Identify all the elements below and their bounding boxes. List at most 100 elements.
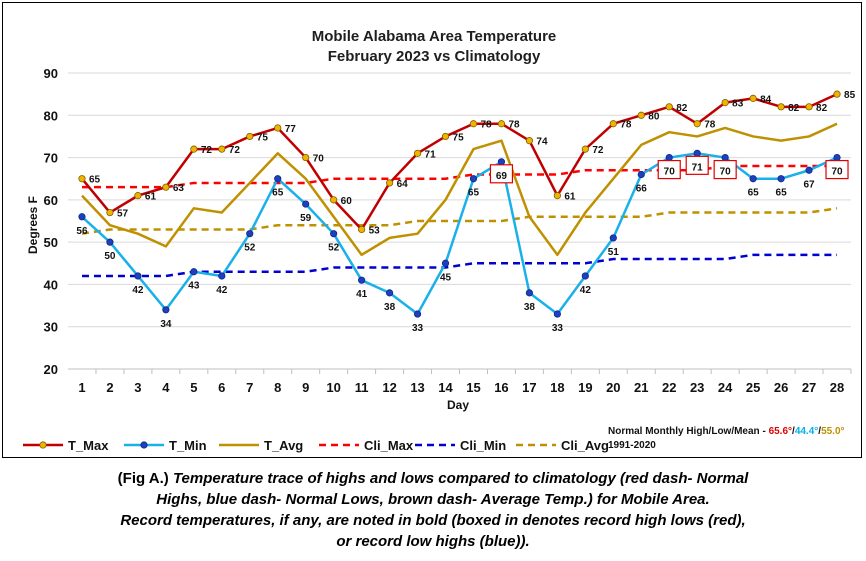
marker-t-min-day-23: [693, 149, 701, 157]
gridlines: [68, 72, 852, 374]
marker-t-min-day-4: [162, 306, 170, 314]
label-tmax-day-11: 53: [369, 225, 381, 236]
x-tick-16: 16: [494, 380, 508, 395]
marker-t-min-day-3: [134, 272, 142, 280]
label-tmin-day-4: 34: [160, 319, 172, 330]
x-tick-22: 22: [662, 380, 676, 395]
label-tmin-day-22: 70: [664, 167, 676, 178]
x-axis-title: Day: [447, 398, 469, 412]
y-tick-60: 60: [44, 193, 58, 208]
label-tmin-day-21: 66: [636, 183, 648, 194]
legend-label-t-avg: T_Avg: [264, 438, 303, 453]
legend-label-t-max: T_Max: [68, 438, 109, 453]
marker-t-max-day-27: [805, 103, 813, 111]
label-tmax-day-24: 83: [732, 99, 744, 110]
record-box-day-28: [825, 159, 849, 180]
label-tmax-day-19: 72: [592, 145, 604, 156]
marker-t-max-day-6: [218, 145, 226, 153]
x-tick-15: 15: [466, 380, 480, 395]
y-tick-labels: 20 30 40 50 60 70 80 90: [44, 66, 58, 377]
x-tick-11: 11: [355, 380, 369, 395]
marker-t-min-day-8: [274, 175, 282, 183]
marker-t-max-day-15: [469, 120, 478, 128]
label-tmin-day-24: 70: [720, 167, 732, 178]
figure-caption: (Fig A.) Temperature trace of highs and …: [0, 468, 866, 552]
marker-t-max-day-1: [78, 175, 86, 183]
x-tick-17: 17: [522, 380, 536, 395]
marker-t-max-day-14: [441, 132, 450, 141]
label-tmin-day-8: 65: [272, 188, 284, 199]
marker-t-max-day-9: [302, 153, 310, 162]
label-tmin-day-5: 43: [188, 281, 200, 292]
x-tick-24: 24: [718, 380, 733, 395]
marker-t-max-day-5: [190, 145, 198, 153]
legend: T_Max T_Min T_Avg Cli_Max Cli_Min Cli_Avg: [23, 438, 609, 453]
label-tmin-day-26: 65: [776, 188, 788, 199]
chart-title-line2: February 2023 vs Climatology: [328, 48, 541, 65]
x-tick-12: 12: [382, 380, 396, 395]
record-box-day-16: [489, 164, 514, 184]
marker-t-max-day-19: [581, 145, 589, 153]
y-axis-title: Degrees F: [26, 196, 40, 254]
caption-line-4: or record low highs (blue)).: [336, 533, 530, 550]
normals-period: 1991-2020: [608, 440, 656, 451]
chart-title-line1: Mobile Alabama Area Temperature: [312, 28, 557, 45]
caption-prefix: (Fig A.): [117, 470, 173, 487]
label-tmin-day-9: 59: [300, 213, 312, 224]
x-tick-3: 3: [134, 380, 141, 395]
label-tmax-day-16: 78: [508, 120, 520, 131]
marker-t-min-day-16: [497, 158, 506, 166]
series-line-t-avg: [81, 122, 838, 257]
label-tmax-day-5: 72: [201, 145, 213, 156]
x-tick-19: 19: [578, 380, 592, 395]
marker-t-max-day-4: [162, 183, 170, 191]
marker-t-min-day-28: [833, 153, 841, 162]
marker-t-max-day-28: [833, 90, 841, 98]
x-tick-labels: 1 2 3 4 5 6 7 8 9 10 11 12 13 14 15 16 17 18 19 20 21 22 23 24 2…: [78, 380, 844, 395]
normals-low: 44.4°: [795, 426, 818, 437]
normals-high: 65.6°: [769, 426, 792, 437]
marker-t-min-day-2: [106, 238, 114, 246]
marker-t-min-day-26: [777, 175, 785, 183]
marker-t-max-day-10: [330, 196, 338, 204]
marker-t-max-day-21: [637, 111, 645, 119]
x-tick-27: 27: [802, 380, 816, 395]
label-tmax-day-23: 78: [704, 120, 716, 131]
label-tmax-day-2: 57: [117, 209, 129, 220]
marker-t-min-day-5: [190, 268, 198, 276]
label-tmax-day-22: 82: [676, 103, 688, 114]
label-tmin-day-3: 42: [132, 285, 144, 296]
x-tick-13: 13: [410, 380, 424, 395]
marker-t-max-day-22: [665, 103, 673, 111]
marker-t-max-day-18: [553, 192, 561, 200]
normals-sep2: /: [818, 426, 821, 437]
marker-t-min-day-12: [385, 289, 394, 297]
y-tick-20: 20: [44, 362, 58, 377]
label-tmin-day-11: 41: [356, 289, 368, 300]
label-tmin-day-7: 52: [244, 243, 256, 254]
label-tmax-day-25: 84: [760, 94, 772, 105]
label-tmax-day-21: 80: [648, 111, 660, 122]
label-tmax-day-12: 64: [397, 179, 409, 190]
label-tmax-day-14: 75: [453, 132, 465, 143]
chart-frame: Mobile Alabama Area Temperature February…: [2, 2, 862, 458]
normals-sep1: /: [792, 426, 795, 437]
x-tick-1: 1: [78, 380, 85, 395]
label-tmin-day-14: 45: [440, 272, 452, 283]
label-tmax-day-10: 60: [341, 196, 353, 207]
marker-t-min-day-20: [609, 234, 617, 242]
label-tmax-day-20: 78: [620, 120, 632, 131]
temperature-chart: Mobile Alabama Area Temperature February…: [23, 28, 856, 453]
y-tick-90: 90: [44, 66, 58, 81]
label-tmax-day-26: 82: [788, 103, 800, 114]
label-tmax-day-7: 75: [257, 132, 269, 143]
label-tmax-day-4: 63: [173, 183, 185, 194]
label-tmin-day-6: 42: [216, 285, 228, 296]
x-tick-23: 23: [690, 380, 704, 395]
marker-t-min-day-25: [749, 175, 757, 183]
normals-label: Normal Monthly High/Low/Mean -: [608, 426, 769, 437]
caption-line-1: (Fig A.) Temperature trace of highs and …: [0, 468, 866, 489]
caption-text-1: Temperature trace of highs and lows comp…: [172, 470, 749, 487]
label-tmin-day-28: 70: [831, 167, 843, 178]
x-tick-10: 10: [326, 380, 340, 395]
